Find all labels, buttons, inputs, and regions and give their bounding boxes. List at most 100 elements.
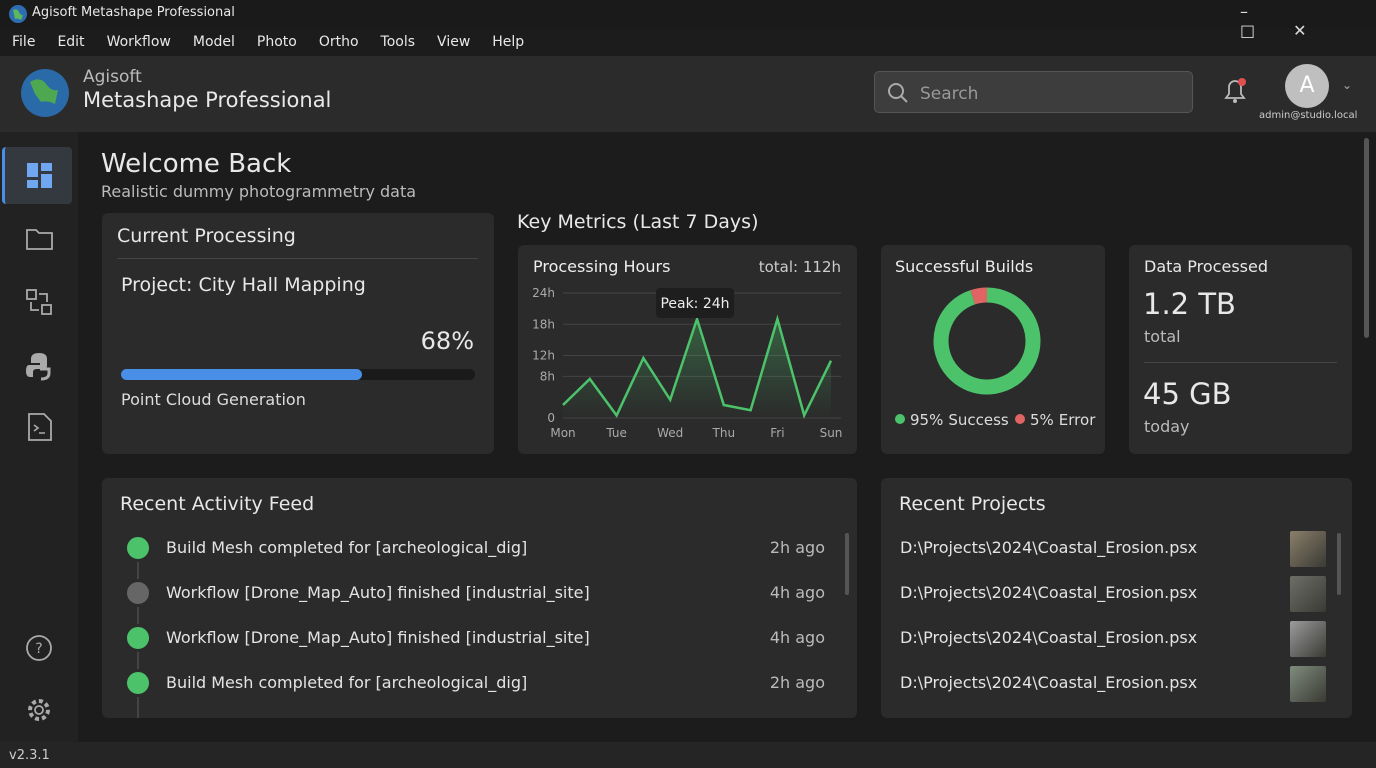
- today-value: 45 GB: [1143, 377, 1232, 411]
- project-thumbnail: [1290, 666, 1326, 702]
- progress-stage: Point Cloud Generation: [121, 390, 306, 409]
- scrollbar[interactable]: [1364, 138, 1369, 338]
- project-name: Project: City Hall Mapping: [121, 274, 366, 296]
- project-path[interactable]: D:\Projects\2024\Coastal_Erosion.psx: [900, 628, 1198, 647]
- nav-dashboard[interactable]: [2, 147, 72, 204]
- scrollbar[interactable]: [1337, 533, 1341, 595]
- activity-icon: [124, 534, 152, 562]
- sidebar: ?: [0, 132, 78, 742]
- total-caption: total: [1144, 327, 1181, 346]
- menu-item[interactable]: Model: [192, 34, 235, 50]
- donut-segment: [970, 287, 988, 305]
- menu-item[interactable]: Edit: [57, 34, 85, 50]
- legend-entry: 5% Error: [1030, 411, 1096, 429]
- activity-text: Build Mesh completed for [archeological_…: [166, 673, 528, 692]
- activity-text: Build Mesh completed for [archeological_…: [166, 538, 528, 557]
- project-thumbnail: [1290, 621, 1326, 657]
- app-icon: [9, 5, 27, 23]
- activity-text: Workflow [Drone_Map_Auto] finished [indu…: [166, 628, 590, 647]
- activity-time: 2h ago: [769, 673, 825, 692]
- activity-time: 2h ago: [769, 538, 825, 557]
- nav-workflow[interactable]: [25, 288, 55, 318]
- chart-title: Processing Hours: [533, 257, 670, 276]
- activity-icon: [124, 579, 152, 607]
- product: Metashape Professional: [83, 88, 332, 112]
- menu-item[interactable]: Photo: [256, 34, 297, 50]
- card-title: Data Processed: [1144, 257, 1268, 276]
- svg-text:?: ?: [35, 641, 42, 657]
- donut-chart: Successful Builds 95% Success 5% Error: [895, 257, 1096, 429]
- menu-bar: File Edit Workflow Model Photo Ortho Tools View…: [12, 34, 546, 50]
- notification-bell[interactable]: [1222, 76, 1248, 106]
- menu-item[interactable]: Tools: [380, 34, 416, 50]
- progress-track: [121, 369, 475, 380]
- nav-console[interactable]: [26, 412, 54, 442]
- current-processing-card: Current Processing Project: City Hall Ma…: [102, 213, 494, 454]
- x-tick-label: Tue: [605, 426, 627, 440]
- y-tick-label: 0: [547, 411, 555, 425]
- y-tick-label: 18h: [532, 317, 555, 331]
- legend-swatch: [1015, 414, 1025, 424]
- chart-title: Successful Builds: [895, 257, 1033, 276]
- donut-segment: [933, 287, 1041, 395]
- area: [563, 319, 831, 418]
- activity-icon: [124, 624, 152, 652]
- activity-text: Workflow [Drone_Map_Auto] finished [indu…: [166, 583, 590, 602]
- project-thumbnail: [1290, 531, 1326, 567]
- welcome-title: Welcome Back: [101, 149, 292, 179]
- metrics-heading: Key Metrics (Last 7 Days): [517, 211, 759, 233]
- project-path[interactable]: D:\Projects\2024\Coastal_Erosion.psx: [900, 673, 1198, 692]
- nav-help[interactable]: ?: [25, 634, 55, 664]
- legend-label: Success: [948, 411, 1009, 429]
- x-tick-label: Wed: [657, 426, 683, 440]
- nav-settings[interactable]: [25, 696, 55, 726]
- x-tick-label: Mon: [550, 426, 575, 440]
- title-bar: Agisoft Metashape Professional –□✕: [0, 0, 1376, 40]
- menu-item[interactable]: Help: [492, 34, 525, 50]
- menu-item[interactable]: Ortho: [318, 34, 359, 50]
- card-heading: Recent Activity Feed: [120, 493, 315, 515]
- scrollbar[interactable]: [845, 533, 849, 595]
- window-controls[interactable]: –□✕: [1240, 2, 1345, 40]
- data-processed-card: Data Processed 1.2 TB total 45 GB today: [1129, 245, 1352, 454]
- donut-card: Successful Builds 95% Success 5% Error: [881, 245, 1105, 454]
- y-tick-label: 8h: [540, 369, 555, 383]
- welcome-subtitle: Realistic dummy photogrammetry data: [101, 182, 417, 201]
- progress-label: 68%: [420, 327, 474, 355]
- line-chart-card: Processing Hours total: 112h 0 8h 12h 18h 24h M…: [518, 245, 857, 454]
- line: [562, 314, 833, 419]
- menu-item[interactable]: File: [12, 34, 36, 50]
- y-tick-label: 24h: [532, 286, 555, 300]
- project-thumbnail: [1290, 576, 1326, 612]
- legend-swatch: [895, 414, 905, 424]
- legend-value: 95%: [910, 411, 943, 429]
- divider: [1144, 362, 1337, 363]
- menu-item[interactable]: View: [437, 34, 471, 50]
- legend-value: 5%: [1030, 411, 1054, 429]
- avatar[interactable]: A: [1285, 64, 1329, 108]
- legend-entry: 95% Success: [910, 411, 1009, 429]
- activity-time: 4h ago: [769, 583, 825, 602]
- card-heading: Recent Projects: [899, 493, 1046, 515]
- dropdown-arrow[interactable]: ⌄: [1342, 78, 1353, 92]
- logo: [21, 69, 69, 117]
- search-box[interactable]: Search: [874, 71, 1193, 113]
- header: Agisoft Metashape Professional Search A …: [0, 56, 1376, 132]
- project-path[interactable]: D:\Projects\2024\Coastal_Erosion.psx: [900, 538, 1198, 557]
- nav-folder[interactable]: [25, 226, 55, 252]
- project-path[interactable]: D:\Projects\2024\Coastal_Erosion.psx: [900, 583, 1198, 602]
- nav-python[interactable]: [25, 351, 55, 381]
- projects-card: Recent Projects D:\Projects\2024\Coastal…: [881, 478, 1352, 718]
- brand: Agisoft: [83, 67, 142, 87]
- tooltip-bg: [656, 288, 734, 318]
- menu-item[interactable]: Workflow: [106, 34, 171, 50]
- activity-card: Recent Activity Feed Build Mesh complete…: [102, 478, 857, 718]
- version: v2.3.1: [9, 748, 50, 763]
- chart-annotation: total: 112h: [759, 258, 841, 276]
- activity-icon: [124, 669, 152, 697]
- tooltip: Peak: 24h: [660, 296, 729, 312]
- window-title: Agisoft Metashape Professional: [32, 5, 235, 20]
- progress-fill: [121, 369, 362, 380]
- search-icon: [888, 83, 908, 103]
